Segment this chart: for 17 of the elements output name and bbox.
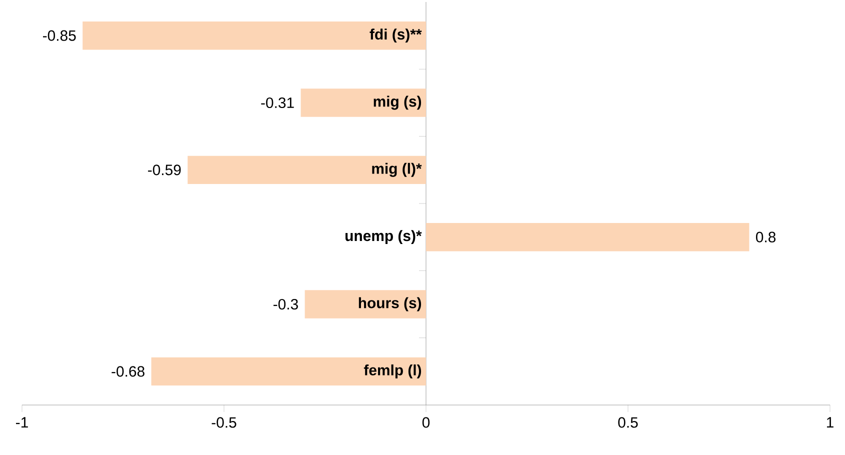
- data-label: -0.59: [148, 164, 181, 176]
- x-tick-label: 0.5: [618, 417, 638, 428]
- x-tick-label: -0.5: [212, 417, 236, 428]
- data-label: -0.3: [274, 298, 298, 310]
- y-tick-label: mig (l)*: [372, 162, 422, 177]
- data-label: -0.68: [112, 366, 144, 377]
- y-tick-label: mig (s): [374, 96, 422, 110]
- y-tick-label: hours (s): [358, 297, 422, 312]
- data-label: 0.8: [756, 232, 776, 242]
- y-tick-label: fdi (s)**: [370, 28, 422, 43]
- data-label: -0.31: [261, 97, 294, 108]
- x-tick-label: 1: [826, 417, 834, 428]
- y-tick-label: femlp (l): [364, 364, 422, 378]
- data-label: -0.85: [42, 30, 76, 41]
- x-tick-label: 0: [422, 417, 430, 428]
- x-tick-label: -1: [16, 417, 28, 428]
- y-tick-label: unemp (s)*: [346, 230, 422, 244]
